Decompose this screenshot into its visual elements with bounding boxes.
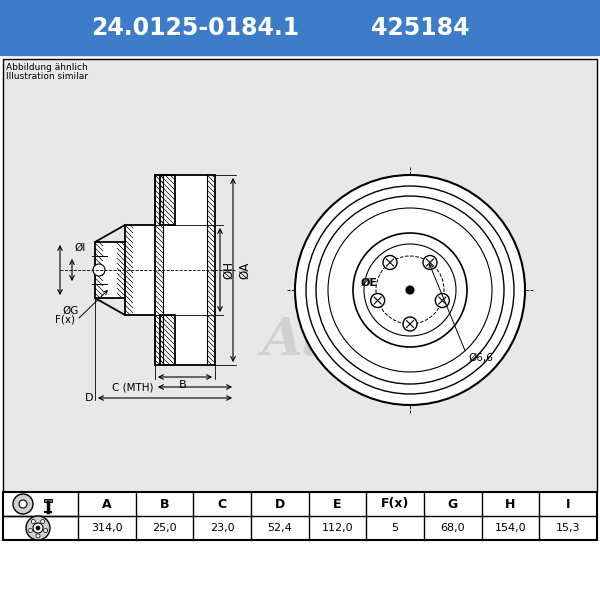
Text: C: C	[218, 497, 227, 511]
Text: G: G	[448, 497, 458, 511]
Bar	[160, 315, 175, 365]
Circle shape	[13, 494, 33, 514]
Text: 154,0: 154,0	[494, 523, 526, 533]
Circle shape	[353, 233, 467, 347]
Text: Abbildung ähnlich: Abbildung ähnlich	[6, 63, 88, 72]
Text: F(x): F(x)	[55, 315, 75, 325]
Bar	[160, 175, 175, 225]
Circle shape	[41, 520, 45, 524]
Circle shape	[31, 520, 35, 524]
Text: 68,0: 68,0	[440, 523, 465, 533]
Text: ØG: ØG	[62, 306, 79, 316]
Text: B: B	[179, 380, 187, 390]
Circle shape	[28, 529, 32, 532]
Bar	[0, 0, 600, 55]
Bar	[160, 315, 175, 365]
Text: E: E	[333, 497, 342, 511]
Text: 25,0: 25,0	[152, 523, 177, 533]
Circle shape	[406, 286, 414, 294]
Text: C (MTH): C (MTH)	[112, 382, 153, 392]
Text: H: H	[505, 497, 515, 511]
Bar	[125, 225, 155, 315]
Circle shape	[436, 293, 449, 308]
Text: A: A	[102, 497, 112, 511]
Bar	[160, 175, 175, 225]
Circle shape	[36, 526, 40, 530]
Text: ØE: ØE	[361, 278, 378, 288]
Text: ØA: ØA	[238, 262, 251, 278]
Text: 24.0125-0184.1: 24.0125-0184.1	[91, 16, 299, 40]
Circle shape	[26, 516, 50, 540]
Bar	[155, 175, 215, 365]
Circle shape	[44, 529, 47, 532]
Text: 314,0: 314,0	[91, 523, 122, 533]
Circle shape	[36, 534, 40, 538]
Circle shape	[403, 317, 417, 331]
Text: ØH: ØH	[222, 261, 235, 279]
Text: D: D	[275, 497, 285, 511]
Bar	[155, 175, 215, 365]
Circle shape	[423, 256, 437, 269]
Text: ØI: ØI	[74, 243, 85, 253]
Text: F(x): F(x)	[381, 497, 409, 511]
Text: 5: 5	[392, 523, 398, 533]
Text: D: D	[85, 393, 93, 403]
Bar	[44, 499, 52, 502]
Text: 52,4: 52,4	[268, 523, 292, 533]
Text: 112,0: 112,0	[322, 523, 353, 533]
Circle shape	[316, 196, 504, 384]
Circle shape	[328, 208, 492, 372]
Circle shape	[371, 293, 385, 308]
Text: Illustration similar: Illustration similar	[6, 72, 88, 81]
Text: 15,3: 15,3	[556, 523, 580, 533]
Circle shape	[295, 175, 525, 405]
Circle shape	[93, 264, 105, 276]
Circle shape	[306, 186, 514, 394]
Bar	[3, 59, 597, 492]
Circle shape	[364, 244, 456, 336]
Text: 23,0: 23,0	[210, 523, 235, 533]
Text: 425184: 425184	[371, 16, 469, 40]
Text: I: I	[566, 497, 571, 511]
Circle shape	[19, 500, 27, 508]
Text: B: B	[160, 497, 169, 511]
Bar	[95, 242, 125, 298]
Text: Ø6,6: Ø6,6	[468, 353, 493, 363]
Circle shape	[33, 523, 43, 533]
Bar	[3, 492, 597, 540]
Text: Ate: Ate	[261, 314, 359, 365]
Circle shape	[383, 256, 397, 269]
